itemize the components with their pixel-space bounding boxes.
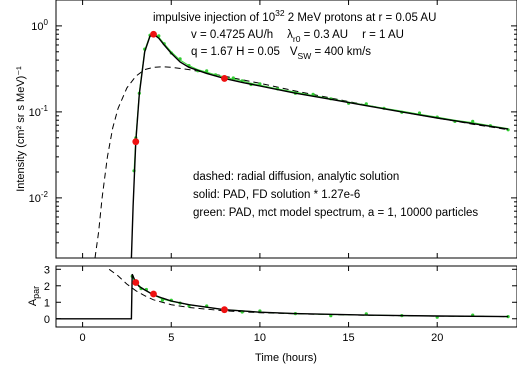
top-ylabel: Intensity (cm² sr s MeV)⁻¹ [15,66,27,192]
top-y-tick-label: 10-2 [29,190,49,205]
bottom-markers [132,279,228,314]
top-red-marker [150,30,157,38]
x-tick-label: 5 [168,332,174,344]
bottom-red-marker [150,290,157,298]
bottom-y-tick-label: 0 [44,314,50,326]
bottom-curves [56,268,510,320]
x-tick-label: 0 [80,332,86,344]
top-green-point [157,34,161,38]
top-dashed-curve [94,66,509,259]
x-axis-label: Time (hours) [255,352,317,364]
bottom-dashed-curve [108,268,509,318]
bottom-green-point [160,298,164,302]
x-tick-label: 20 [431,332,443,344]
top-green-point [231,76,235,80]
bottom-y-tick-label: 2 [44,281,50,293]
top-green-point [258,82,262,86]
annotation-line-3: q = 1.67 H = 0.05 VSW = 400 km/s [191,46,371,61]
top-red-marker [221,75,228,82]
top-green-point [178,57,182,61]
top-panel-frame [55,0,517,259]
top-green-point [311,92,315,96]
top-green-point [364,102,368,106]
legend-solid: solid: PAD, FD solution * 1.27e-6 [193,189,360,201]
bottom-red-marker [221,306,228,314]
bottom-green-curve [131,277,509,318]
bottom-ticks: 0 1 2 3 0 5 10 15 20 [44,264,517,344]
annotation-line-2: v = 0.4725 AU/h λr0 = 0.3 AU r = 1 AU [191,29,404,44]
top-y-tick-label: 100 [31,18,48,33]
top-markers [132,30,228,146]
legend-green: green: PAD, mct model spectrum, a = 1, 1… [193,207,478,219]
bottom-ylabel: Apar [27,286,41,306]
top-panel: 100 10-1 10-2 Intensity (cm² sr s MeV)⁻¹ i… [15,0,517,259]
bottom-solid-curve [56,273,509,320]
top-green-point [417,111,422,115]
bottom-red-marker [132,279,140,286]
bottom-y-tick-label: 3 [44,264,50,276]
top-curves [94,32,510,259]
bottom-panel-frame [55,265,517,328]
annotation-line-1: impulsive injection of 1032 2 MeV proton… [153,8,436,24]
legend-dashed: dashed: radial diffusion, analytic solut… [193,171,399,183]
top-y-tick-label: 10-1 [29,104,49,119]
top-green-point [471,119,475,123]
top-green-point [205,69,209,73]
top-y-ticks: 100 10-1 10-2 [29,0,517,259]
x-tick-label: 10 [254,332,266,344]
bottom-panel: 0 1 2 3 0 5 10 15 20 Apar Time (hours) [27,264,517,364]
top-red-marker [132,138,140,146]
bottom-y-tick-label: 1 [44,297,50,309]
top-solid-curve [130,33,509,259]
x-tick-label: 15 [342,332,354,344]
